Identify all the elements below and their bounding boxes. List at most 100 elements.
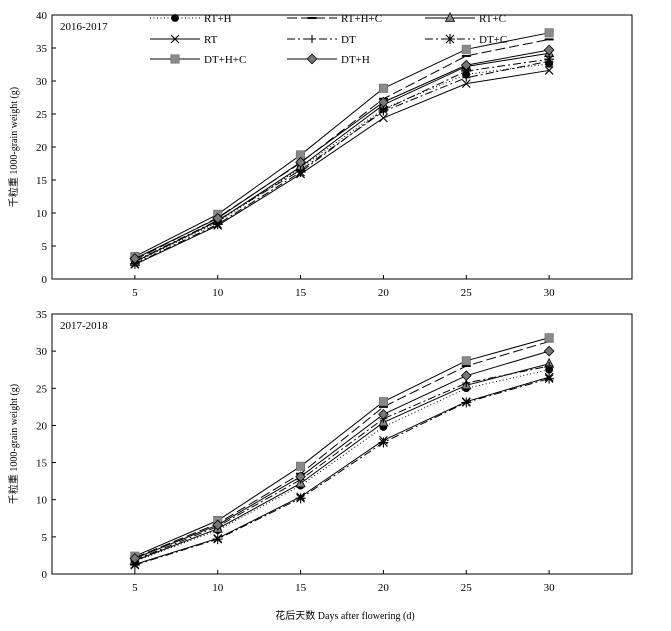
plot-frame bbox=[51, 313, 633, 575]
data-point bbox=[544, 373, 555, 384]
y-axis-label-top: 千粒重 1000-grain weight (g) bbox=[7, 87, 20, 207]
series-line bbox=[134, 363, 550, 562]
legend-item: DT+H bbox=[287, 53, 370, 66]
series-line bbox=[134, 63, 550, 263]
data-point bbox=[461, 79, 471, 89]
data-point bbox=[461, 66, 472, 77]
y-tick-label: 5 bbox=[42, 532, 48, 544]
series-line bbox=[134, 58, 550, 265]
data-point bbox=[296, 461, 306, 471]
y-tick-label: 0 bbox=[42, 274, 48, 286]
y-tick-label: 30 bbox=[36, 76, 48, 88]
series-line bbox=[134, 32, 550, 258]
data-point bbox=[295, 471, 306, 483]
data-point bbox=[460, 370, 472, 382]
panel-title: 2017-2018 bbox=[60, 320, 108, 332]
legend-marker bbox=[170, 54, 180, 64]
y-tick-label: 30 bbox=[36, 346, 48, 358]
legend-label: DT+C bbox=[479, 34, 507, 46]
y-tick-label: 20 bbox=[36, 420, 48, 432]
x-tick-label: 25 bbox=[461, 287, 473, 299]
series-line bbox=[134, 350, 550, 559]
series-line bbox=[134, 69, 550, 265]
legend-item: DT bbox=[287, 34, 356, 46]
legend-item: DT+C bbox=[425, 34, 507, 46]
series-line bbox=[134, 376, 550, 565]
data-point bbox=[543, 345, 555, 357]
data-point bbox=[460, 59, 472, 71]
data-point bbox=[129, 253, 141, 264]
data-point bbox=[544, 333, 554, 343]
panel-2016-2017: 0 5 10 15 20 25 30 35 40 5 10 15 20 25 30 2016-2017 bbox=[36, 10, 633, 299]
data-point bbox=[544, 66, 554, 75]
x-tick-label: 30 bbox=[544, 287, 556, 299]
legend-label: DT bbox=[341, 34, 356, 46]
series-line bbox=[134, 341, 550, 559]
y-tick-label: 5 bbox=[42, 241, 48, 253]
legend-label: DT+H+C bbox=[204, 54, 246, 66]
y-tick-label: 15 bbox=[36, 175, 48, 187]
x-tick-label: 15 bbox=[295, 582, 307, 594]
y-tick-label: 10 bbox=[36, 495, 48, 507]
legend-item: RT+H+C bbox=[287, 13, 382, 25]
y-tick-label: 20 bbox=[36, 142, 48, 154]
data-point bbox=[543, 44, 555, 56]
x-axis-label: 花后天数 Days after flowering (d) bbox=[275, 609, 414, 622]
x-tick-label: 20 bbox=[378, 582, 390, 594]
series-dt-h bbox=[129, 44, 555, 264]
series-line bbox=[134, 378, 550, 566]
y-tick-label: 40 bbox=[36, 10, 48, 22]
data-point bbox=[212, 219, 223, 230]
data-point bbox=[378, 105, 389, 116]
y-tick-label: 15 bbox=[36, 458, 48, 470]
data-point bbox=[378, 96, 389, 108]
series-line bbox=[134, 337, 550, 557]
data-point bbox=[295, 156, 306, 168]
legend-marker bbox=[306, 53, 318, 65]
legend-item: DT+H+C bbox=[150, 54, 246, 66]
legend-label: RT+C bbox=[479, 13, 506, 25]
series-line bbox=[134, 52, 550, 263]
data-point bbox=[461, 356, 471, 366]
data-point bbox=[295, 493, 306, 504]
series-line bbox=[134, 365, 550, 561]
y-tick-label: 10 bbox=[36, 208, 48, 220]
data-point bbox=[378, 397, 388, 407]
y-tick-label: 25 bbox=[36, 109, 48, 121]
x-tick-label: 20 bbox=[378, 287, 390, 299]
series-rt-c bbox=[129, 47, 555, 266]
series-dt-h-c bbox=[130, 333, 554, 561]
x-tick-label: 10 bbox=[212, 582, 224, 594]
legend-marker bbox=[445, 34, 455, 44]
y-tick-label: 25 bbox=[36, 383, 48, 395]
series-dt-c bbox=[129, 373, 555, 571]
x-tick-label: 30 bbox=[544, 582, 556, 594]
data-point bbox=[544, 28, 554, 38]
x-tick-label: 25 bbox=[461, 582, 473, 594]
legend-marker bbox=[170, 34, 180, 44]
legend-marker bbox=[308, 35, 316, 43]
legend-item: RT bbox=[150, 34, 218, 46]
data-point bbox=[461, 44, 471, 54]
series-rt bbox=[130, 66, 554, 269]
x-tick-label: 15 bbox=[295, 287, 307, 299]
panel-title: 2016-2017 bbox=[60, 21, 108, 33]
data-point bbox=[379, 113, 388, 123]
data-point bbox=[212, 519, 224, 531]
x-tick-label: 5 bbox=[132, 582, 138, 594]
series-dt-c bbox=[129, 54, 555, 269]
y-axis-label-bottom: 千粒重 1000-grain weight (g) bbox=[7, 384, 20, 504]
legend-label: RT+H bbox=[204, 13, 232, 25]
panel-2017-2018: 0 5 10 15 20 25 30 35 5 10 15 20 25 30 2017-2018 bbox=[36, 309, 633, 594]
legend-marker bbox=[171, 14, 179, 22]
series-dt bbox=[130, 57, 554, 266]
data-point bbox=[212, 212, 224, 224]
legend-item: RT+C bbox=[425, 12, 506, 25]
legend-marker bbox=[444, 12, 456, 22]
y-tick-label: 0 bbox=[42, 569, 48, 581]
legend-label: RT bbox=[204, 34, 218, 46]
data-point bbox=[378, 408, 389, 420]
data-point bbox=[212, 534, 223, 545]
